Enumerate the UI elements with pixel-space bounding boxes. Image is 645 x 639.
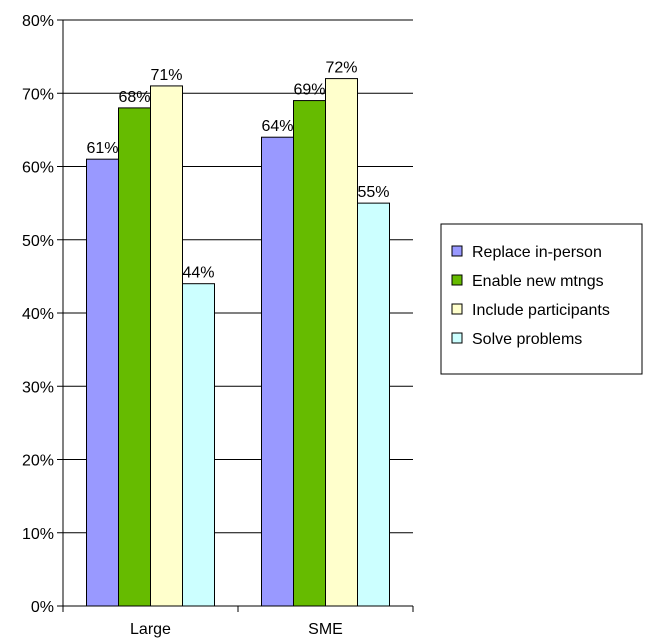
bar [86,158,119,607]
legend-label: Replace in-person [472,244,602,261]
bar [261,136,294,607]
y-tick-label: 70% [22,86,54,103]
bar [325,78,358,607]
legend-swatch [451,303,463,315]
legend-label: Solve problems [472,331,582,348]
y-tick-label: 30% [22,379,54,396]
bar [357,202,390,607]
bars [86,78,390,607]
data-label: 44% [182,265,214,282]
y-tick-label: 80% [22,13,54,30]
legend-label: Include participants [472,302,610,319]
legend-label: Enable new mtngs [472,273,604,290]
y-tick-label: 50% [22,233,54,250]
data-label: 61% [86,140,118,157]
data-label: 69% [293,82,325,99]
y-tick-label: 60% [22,160,54,177]
data-label: 55% [357,184,389,201]
bar [182,283,215,607]
data-label: 68% [118,89,150,106]
data-labels: 61% 68%71% 44% 64% 69%72% 55% [86,60,389,282]
x-axis-ticks: Large SME [62,606,414,638]
legend-box [440,223,643,375]
bar [150,85,183,607]
y-axis-ticks: 0% 10% 20% 30% 40% 50% 60% 70% 80% [22,13,63,616]
legend-swatch [451,245,463,257]
bar [118,107,151,607]
y-tick-label: 40% [22,306,54,323]
x-category-label: SME [308,621,343,638]
y-tick-label: 20% [22,453,54,470]
data-label: 72% [325,60,357,77]
data-label: 64% [261,118,293,135]
data-label: 71% [150,67,182,84]
y-tick-label: 0% [31,599,54,616]
y-tick-label: 10% [22,526,54,543]
bar [293,100,326,607]
legend-swatch [451,332,463,344]
legend-swatch [451,274,463,286]
x-category-label: Large [130,621,171,638]
legend: Replace in-person Enable new mtngs Include… [440,223,643,375]
